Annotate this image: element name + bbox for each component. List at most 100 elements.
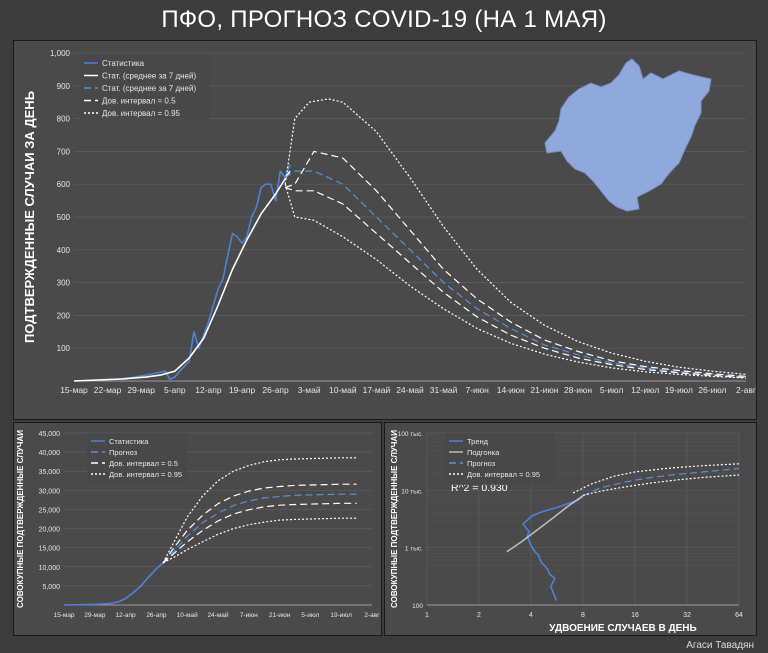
doubling-panel: 100 1 тыс. 10 тыс. 100 тыс. 1 2 4 8 16 32 64 СОВОКУ… — [384, 422, 757, 636]
y-tick-label: 800 — [57, 115, 71, 124]
x-tick-label: 7-июн — [240, 612, 258, 619]
x-tick-label: 19-июл — [330, 612, 352, 619]
x-tick-label: 22-мар — [94, 385, 122, 395]
daily-cases-chart: 100 200 300 400 500 600 700 800 900 1,000 15-мар 22… — [22, 49, 756, 395]
x-axis-label: УДВОЕНИЕ СЛУЧАЕВ В ДЕНЬ — [549, 623, 696, 634]
y-tick-label: 700 — [57, 147, 71, 156]
y-tick-label: 900 — [57, 82, 71, 91]
y-tick-label: 40,000 — [39, 450, 61, 457]
series-line — [73, 170, 291, 382]
legend-label: Прогноз — [109, 448, 138, 457]
author-credit: Агаси Тавадян — [686, 640, 754, 651]
y-tick-label: 200 — [57, 311, 71, 320]
page-title: ПФО, ПРОГНОЗ COVID-19 (НА 1 МАЯ) — [161, 6, 607, 33]
x-tick-label: 21-июн — [530, 385, 558, 395]
series-line — [162, 517, 357, 564]
y-tick-label: 5,000 — [42, 584, 60, 591]
x-tick-label: 1 — [425, 612, 429, 619]
x-tick-label: 5-апр — [164, 385, 186, 395]
y-axis-label: СОВОКУПНЫЕ ПОДТВЕРЖДЕННЫЕ СЛУЧАИ — [390, 430, 399, 608]
legend-label: Дов. интервал = 0.5 — [102, 97, 176, 106]
x-tick-label: 19-июл — [665, 385, 693, 395]
series-line — [162, 493, 357, 564]
y-axis-label: СОВОКУПНЫЕ ПОДТВЕРЖДЕННЫЕ СЛУЧАИ — [16, 430, 25, 608]
doubling-rate-chart: 100 1 тыс. 10 тыс. 100 тыс. 1 2 4 8 16 32 64 СОВОКУ… — [390, 430, 743, 634]
y-tick-label: 35,000 — [39, 469, 61, 476]
x-tick-label: 24-май — [396, 385, 424, 395]
y-tick-label: 10,000 — [39, 565, 61, 572]
legend-box — [445, 433, 555, 485]
x-tick-label: 29-мар — [127, 385, 155, 395]
y-tick-label: 600 — [57, 180, 71, 189]
cumulative-cases-chart: 5,000 10,000 15,000 20,000 25,000 30,000 35,00… — [16, 430, 380, 619]
x-tick-label: 16 — [631, 612, 639, 619]
series-line — [63, 562, 164, 606]
series-line — [162, 457, 357, 564]
x-tick-label: 31-май — [430, 385, 458, 395]
y-tick-label: 100 — [57, 344, 71, 353]
legend-label: Статистика — [109, 437, 149, 446]
x-tick-label: 26-июл — [698, 385, 726, 395]
x-tick-label: 21-июн — [269, 612, 291, 619]
y-tick-label: 30,000 — [39, 488, 61, 495]
series-line — [582, 467, 740, 497]
x-tick-label: 10-май — [177, 611, 198, 619]
x-tick-label: 5-июл — [600, 385, 623, 395]
x-tick-label: 24-май — [207, 611, 228, 619]
series-line — [522, 495, 584, 601]
x-tick-label: 64 — [735, 612, 743, 619]
y-tick-label: 300 — [57, 279, 71, 288]
legend-label: Подгонка — [467, 448, 500, 457]
x-tick-label: 2-авг — [364, 612, 380, 619]
legend-label: Дов. интервал = 0.95 — [467, 470, 540, 479]
x-tick-label: 29-мар — [84, 612, 105, 619]
series-line — [285, 186, 747, 379]
y-tick-label: 500 — [57, 213, 71, 222]
x-tick-label: 17-май — [363, 385, 391, 395]
legend-box — [80, 55, 210, 119]
x-tick-label: 3-май — [298, 385, 321, 395]
series-line — [506, 494, 584, 553]
legend-label: Стат. (среднее за 7 дней) — [102, 84, 196, 93]
series-line — [284, 184, 747, 379]
series-line — [162, 483, 357, 564]
x-tick-label: 26-апр — [262, 385, 289, 395]
legend-label: Тренд — [467, 437, 489, 446]
series-line — [285, 150, 747, 377]
x-tick-label: 8 — [581, 612, 585, 619]
x-tick-label: 28-июн — [564, 385, 592, 395]
y-tick-label: 25,000 — [39, 507, 61, 514]
x-tick-label: 10-май — [329, 385, 357, 395]
cumulative-cases-panel: 5,000 10,000 15,000 20,000 25,000 30,000 35,00… — [13, 422, 382, 636]
x-tick-label: 32 — [683, 612, 691, 619]
series-line — [582, 474, 740, 496]
legend-label: Прогноз — [467, 459, 496, 468]
y-tick-label: 1,000 — [50, 49, 71, 58]
x-tick-label: 2-авг — [736, 385, 756, 395]
legend-label: Дов. интервал = 0.5 — [109, 459, 178, 468]
x-tick-label: 4 — [529, 612, 533, 619]
daily-cases-panel: 100 200 300 400 500 600 700 800 900 1,000 15-мар 22… — [13, 40, 757, 420]
x-tick-label: 26-апр — [146, 612, 167, 619]
y-tick-label: 100 тыс. — [398, 431, 424, 438]
series-line — [284, 98, 747, 375]
y-tick-label: 100 — [412, 603, 423, 610]
x-tick-label: 12-апр — [195, 385, 222, 395]
legend-label: Стат. (среднее за 7 дней) — [102, 72, 196, 81]
x-tick-label: 14-июн — [497, 385, 525, 395]
x-tick-label: 12-июл — [631, 385, 659, 395]
x-tick-label: 12-апр — [116, 612, 137, 619]
volga-region-map-icon — [544, 58, 712, 212]
y-tick-label: 400 — [57, 246, 71, 255]
y-tick-label: 15,000 — [39, 546, 61, 553]
x-tick-label: 15-мар — [60, 385, 88, 395]
series-line — [162, 502, 357, 564]
x-tick-label: 15-мар — [53, 612, 74, 619]
series-line — [284, 170, 747, 378]
legend-label: Статистика — [102, 59, 145, 68]
series-line — [572, 463, 740, 494]
x-tick-label: 2 — [477, 612, 481, 619]
legend-label: Дов. интервал = 0.95 — [102, 109, 181, 118]
x-tick-label: 7-июн — [466, 385, 490, 395]
x-tick-label: 5-июл — [301, 612, 319, 619]
